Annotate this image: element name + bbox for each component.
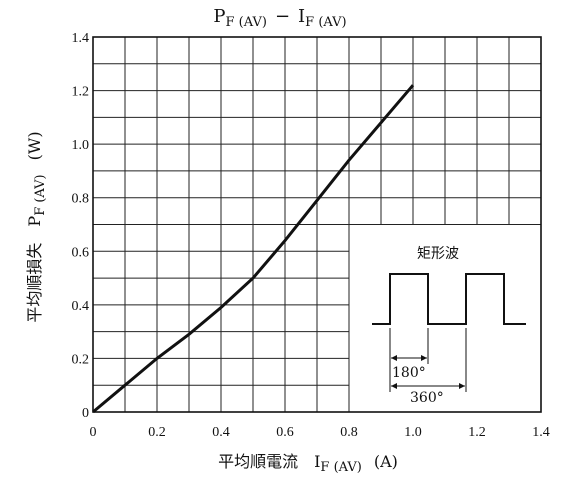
inset-panel [349, 225, 541, 412]
title-subscript-p: F (AV) [226, 15, 267, 30]
y-tick-label: 0.8 [72, 192, 90, 207]
y-tick-label: 0.6 [72, 245, 90, 260]
x-tick-label: 1.2 [468, 425, 486, 440]
x-tick-label: 0.4 [212, 425, 230, 440]
title-symbol-p: P [213, 6, 225, 27]
x-axis-label: 平均順電流 IF (AV) (A) [218, 452, 398, 475]
dim-arrowhead-360-left [391, 383, 397, 389]
y-tick-label: 0 [82, 406, 89, 421]
title-subscript-i: F (AV) [305, 15, 346, 30]
square-wave [372, 273, 526, 325]
label-360: 360° [410, 390, 444, 406]
chart-title: PF (AV) − IF (AV) [213, 6, 346, 30]
title-symbol-i: I [298, 6, 305, 27]
y-tick-label: 1.4 [72, 31, 90, 46]
x-axis-subscript: F (AV) [320, 460, 361, 475]
y-tick-label: 1.2 [72, 85, 90, 100]
x-tick-label: 0.8 [340, 425, 358, 440]
label-180: 180° [392, 365, 426, 381]
y-tick-label: 0.2 [72, 352, 90, 367]
y-axis-subscript: F (AV) [33, 174, 48, 215]
y-tick-label: 1.0 [72, 138, 90, 153]
tick-labels: 0 0.2 0.4 0.6 0.8 1.0 1.2 1.4 0 0.2 0.4 0.6 0.8 1.0 1.… [72, 31, 550, 440]
y-axis-label: 平均順損失 PF (AV) (W) [25, 131, 48, 322]
x-tick-label: 0 [90, 425, 97, 440]
inset-waveform: 矩形波 180° 360° [372, 246, 526, 406]
series-line [92, 84, 415, 414]
x-tick-label: 1.0 [404, 425, 422, 440]
y-axis-unit: (W) [25, 131, 44, 160]
inset-title: 矩形波 [417, 246, 459, 262]
dim-arrowhead-360-right [459, 383, 465, 389]
dim-arrowhead-180-right [421, 355, 427, 361]
y-axis-label-jp: 平均順損失 [25, 243, 44, 323]
x-tick-label: 0.2 [148, 425, 166, 440]
plot-border [92, 36, 542, 413]
y-axis-symbol: P [25, 216, 44, 227]
title-separator: − [275, 6, 290, 27]
dim-arrowhead-180-left [391, 355, 397, 361]
x-axis-symbol: I [314, 452, 320, 471]
x-tick-label: 1.4 [532, 425, 550, 440]
x-tick-label: 0.6 [276, 425, 294, 440]
x-axis-unit: (A) [374, 452, 398, 471]
x-axis-label-jp: 平均順電流 [218, 452, 298, 471]
y-tick-label: 0.4 [72, 299, 90, 314]
